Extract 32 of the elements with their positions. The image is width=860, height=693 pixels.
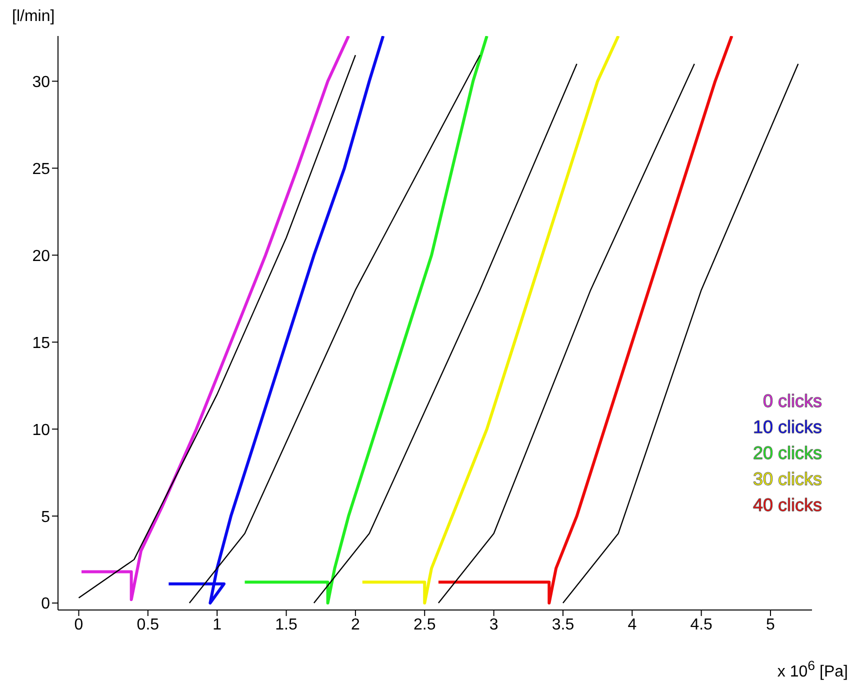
y-tick-label: 0 bbox=[41, 596, 50, 613]
y-axis-title: [l/min] bbox=[12, 8, 55, 26]
y-tick-label: 15 bbox=[32, 334, 50, 352]
line-series bbox=[243, 36, 488, 605]
x-tick-label: 4.5 bbox=[690, 616, 713, 634]
line-series bbox=[167, 36, 385, 605]
x-tick-label: 3.5 bbox=[552, 616, 574, 634]
line-series bbox=[436, 36, 734, 605]
y-tick-label: 25 bbox=[32, 160, 50, 178]
x-tick-label: 2 bbox=[350, 616, 360, 634]
y-tick-label: 5 bbox=[41, 508, 50, 526]
text: 0 clicks bbox=[762, 390, 822, 413]
line-series bbox=[360, 36, 620, 605]
text: 30 clicks bbox=[752, 468, 822, 491]
x-tick-label: 1 bbox=[212, 616, 222, 634]
x-tick-label: 0.5 bbox=[136, 616, 160, 634]
x-tick-label: 3 bbox=[489, 616, 498, 634]
y-tick-label: 30 bbox=[32, 74, 50, 91]
x-tick-label: 0 bbox=[74, 616, 84, 634]
line-series bbox=[313, 63, 578, 604]
line-series bbox=[438, 63, 696, 604]
text: 40 clicks bbox=[752, 494, 822, 517]
text: 20 clicks bbox=[752, 442, 822, 465]
x-tick-label: 5 bbox=[766, 616, 776, 634]
y-tick-label: 10 bbox=[32, 422, 50, 439]
x-tick-label: 1.5 bbox=[275, 616, 298, 634]
y-tick-label: 20 bbox=[32, 248, 50, 265]
x-tick-label: 4 bbox=[628, 616, 637, 634]
text: 10 clicks bbox=[752, 416, 822, 439]
x-axis-title: x 10$^{6}$ [Pa] bbox=[777, 658, 848, 681]
line-series bbox=[188, 54, 481, 604]
x-tick-label: 2.5 bbox=[414, 616, 436, 634]
